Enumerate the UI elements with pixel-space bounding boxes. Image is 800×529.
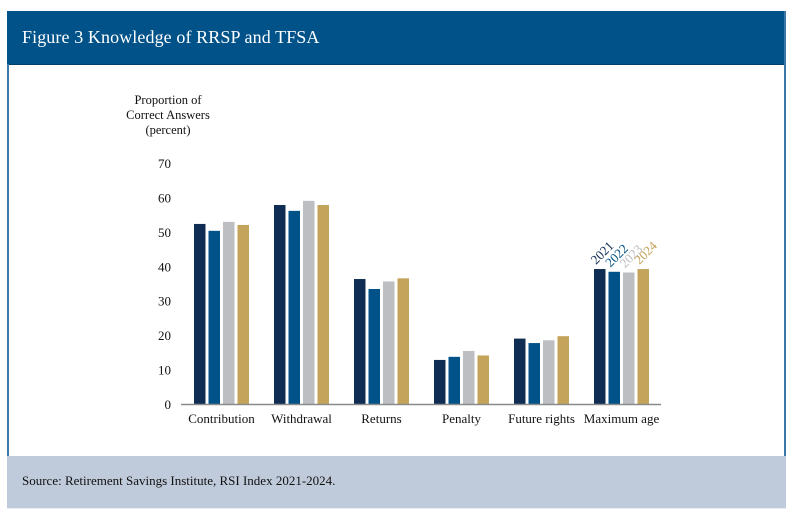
y-tick-label: 10 <box>158 363 171 378</box>
bar-group-penalty <box>434 350 489 404</box>
y-axis-ticks: 0 10 20 30 40 50 60 70 <box>158 156 171 412</box>
y-tick-label: 60 <box>158 190 171 205</box>
bar-2022 <box>448 356 460 404</box>
source-note: Source: Retirement Savings Institute, RS… <box>22 473 336 488</box>
bar-group-contribution <box>194 221 249 404</box>
x-tick-label: Future rights <box>508 411 575 426</box>
bar-2024 <box>397 278 409 404</box>
x-axis-categories: Contribution Withdrawal Returns Penalty Futu… <box>188 411 659 426</box>
y-axis-label-line-2: Correct Answers <box>126 108 210 122</box>
y-tick-label: 20 <box>158 328 171 343</box>
figure-title: Figure 3 Knowledge of RRSP and TFSA <box>22 27 320 47</box>
bar-2022 <box>368 289 380 404</box>
y-tick-label: 70 <box>158 156 171 171</box>
bar-2023 <box>223 221 235 404</box>
bar-2024 <box>237 224 249 404</box>
bar-2022 <box>288 210 300 404</box>
bar-2021 <box>514 338 526 404</box>
bar-2021 <box>434 359 446 404</box>
bar-2021 <box>354 279 366 404</box>
bar-2021 <box>594 269 606 404</box>
bar-2024 <box>477 355 489 404</box>
bar-group-withdrawal <box>274 200 329 404</box>
y-axis-label-line-1: Proportion of <box>134 93 202 107</box>
bar-2023 <box>303 200 315 404</box>
bar-group-maximum-age <box>594 269 649 404</box>
bar-2023 <box>463 350 475 404</box>
frame-border-right <box>784 11 786 456</box>
y-axis-label: Proportion of Correct Answers (percent) <box>126 93 210 137</box>
bar-2023 <box>543 340 555 404</box>
bar-2024 <box>637 269 649 404</box>
bar-2022 <box>208 230 220 404</box>
bar-2021 <box>194 223 206 404</box>
x-tick-label: Maximum age <box>584 411 660 426</box>
bar-group-future-rights <box>514 336 569 404</box>
x-tick-label: Penalty <box>442 411 481 426</box>
y-tick-label: 0 <box>165 397 172 412</box>
bar-2023 <box>383 281 395 404</box>
figure-header: Figure 3 Knowledge of RRSP and TFSA <box>7 11 786 65</box>
y-tick-label: 30 <box>158 294 171 309</box>
frame-border-left <box>7 64 9 456</box>
y-tick-label: 40 <box>158 259 171 274</box>
y-axis-label-line-3: (percent) <box>145 123 190 137</box>
bar-2022 <box>528 343 540 404</box>
bar-2024 <box>317 205 329 404</box>
x-tick-label: Contribution <box>188 411 255 426</box>
bar-2024 <box>557 336 569 404</box>
bar-2021 <box>274 205 286 404</box>
x-tick-label: Returns <box>361 411 401 426</box>
x-tick-label: Withdrawal <box>271 411 332 426</box>
bar-2023 <box>623 272 635 404</box>
figure-footer: Source: Retirement Savings Institute, RS… <box>7 456 786 509</box>
bar-group-returns <box>354 278 409 404</box>
bar-2022 <box>608 271 620 404</box>
y-tick-label: 50 <box>158 225 171 240</box>
bars <box>194 200 649 404</box>
